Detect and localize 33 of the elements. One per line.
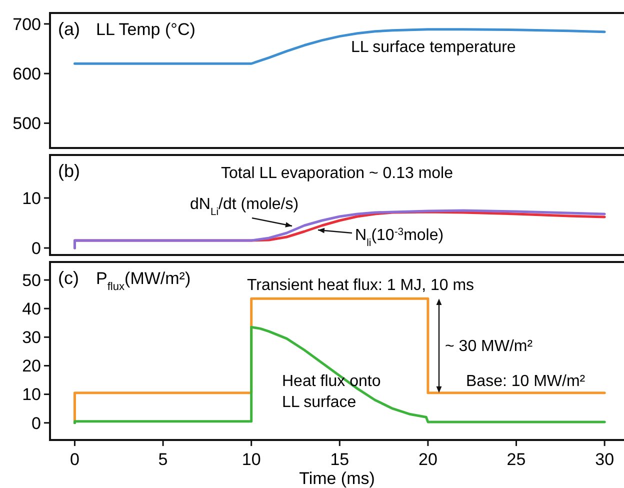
chart-title: (a)	[58, 19, 80, 39]
y-tick-label: 700	[12, 14, 41, 34]
annotation: Transient heat flux: 1 MJ, 10 ms	[247, 277, 474, 294]
y-tick-label: 10	[22, 188, 41, 208]
y-tick-label: 500	[12, 114, 41, 134]
y-tick-label: 30	[22, 328, 41, 348]
series-label: dN$_{Li}$/dt (mole/s)	[190, 196, 299, 218]
x-tick-label: 25	[506, 450, 526, 469]
x-tick-label: 5	[158, 450, 168, 469]
x-axis-title: Time (ms)	[299, 469, 375, 488]
x-tick-label: 20	[418, 450, 438, 469]
series-label: N$_{li}$(10$^{-3}$mole)	[355, 226, 444, 248]
x-tick-label: 30	[595, 450, 614, 469]
chart-title: (b)	[58, 161, 80, 181]
annotation: LL surface temperature	[351, 39, 516, 56]
annotation: ~ 30 MW/m²	[445, 338, 534, 355]
line-series	[73, 326, 606, 424]
annotation: Total LL evaporation ~ 0.13 mole	[220, 165, 454, 182]
y-tick-label: 50	[22, 270, 41, 290]
x-tick-label: 10	[242, 450, 261, 469]
y-axis-title: LL Temp (°C)	[96, 20, 196, 39]
y-tick-label: 0	[32, 414, 41, 433]
y-tick-label: 600	[12, 64, 41, 84]
chart-title: (c)	[58, 268, 79, 288]
annotation: Base: 10 MW/m²	[466, 373, 586, 390]
x-tick-label: 0	[70, 450, 80, 469]
y-tick-label: 40	[22, 300, 41, 319]
y-tick-label: 0	[32, 238, 41, 258]
y-axis-title: P$_{flux}$(MW/m²)	[96, 269, 191, 293]
y-tick-label: 20	[22, 356, 41, 376]
y-tick-label: 10	[22, 385, 41, 404]
x-tick-label: 15	[330, 450, 350, 469]
annotation: Heat flux onto LL surface	[282, 373, 381, 411]
